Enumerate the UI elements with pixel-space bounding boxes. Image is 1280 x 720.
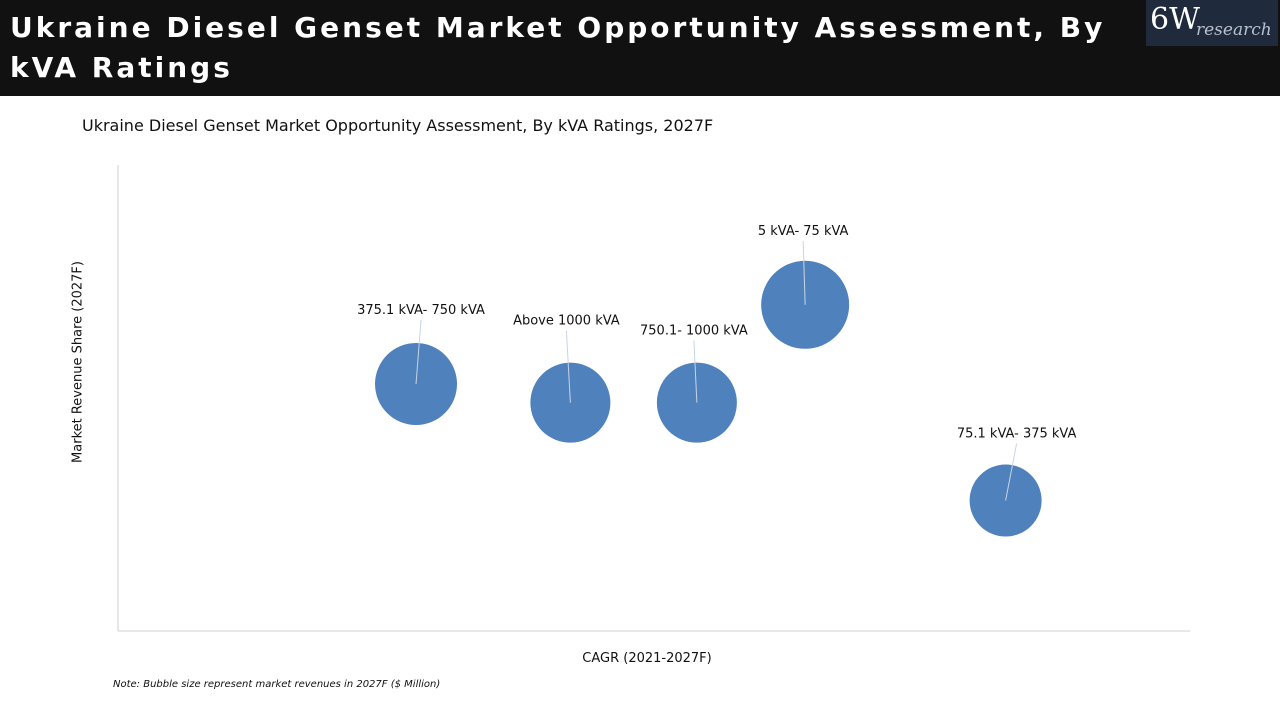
logo-main: 6W xyxy=(1150,2,1200,37)
y-axis-label: Market Revenue Share (2027F) xyxy=(70,261,86,463)
leader-line xyxy=(802,240,806,305)
footnote: Note: Bubble size represent market reven… xyxy=(113,679,441,690)
data-label: 375.1 kVA- 750 kVA xyxy=(357,303,485,318)
leader-line xyxy=(565,330,571,403)
page-title: Ukraine Diesel Genset Market Opportunity… xyxy=(10,11,1106,84)
data-label: 75.1 kVA- 375 kVA xyxy=(957,427,1077,442)
leader-line xyxy=(415,319,422,385)
leader-line xyxy=(1005,443,1018,501)
logo-sub: research xyxy=(1196,20,1272,40)
leader-line xyxy=(693,340,698,403)
data-label: 750.1- 1000 kVA xyxy=(640,324,748,339)
chart-title: Ukraine Diesel Genset Market Opportunity… xyxy=(82,116,714,135)
x-axis-label: CAGR (2021-2027F) xyxy=(582,651,712,666)
logo: 6W research xyxy=(1146,0,1278,46)
data-label: 5 kVA- 75 kVA xyxy=(758,224,849,239)
data-label: Above 1000 kVA xyxy=(513,314,620,329)
bubble xyxy=(969,464,1042,537)
header-bar: Ukraine Diesel Genset Market Opportunity… xyxy=(0,0,1280,96)
